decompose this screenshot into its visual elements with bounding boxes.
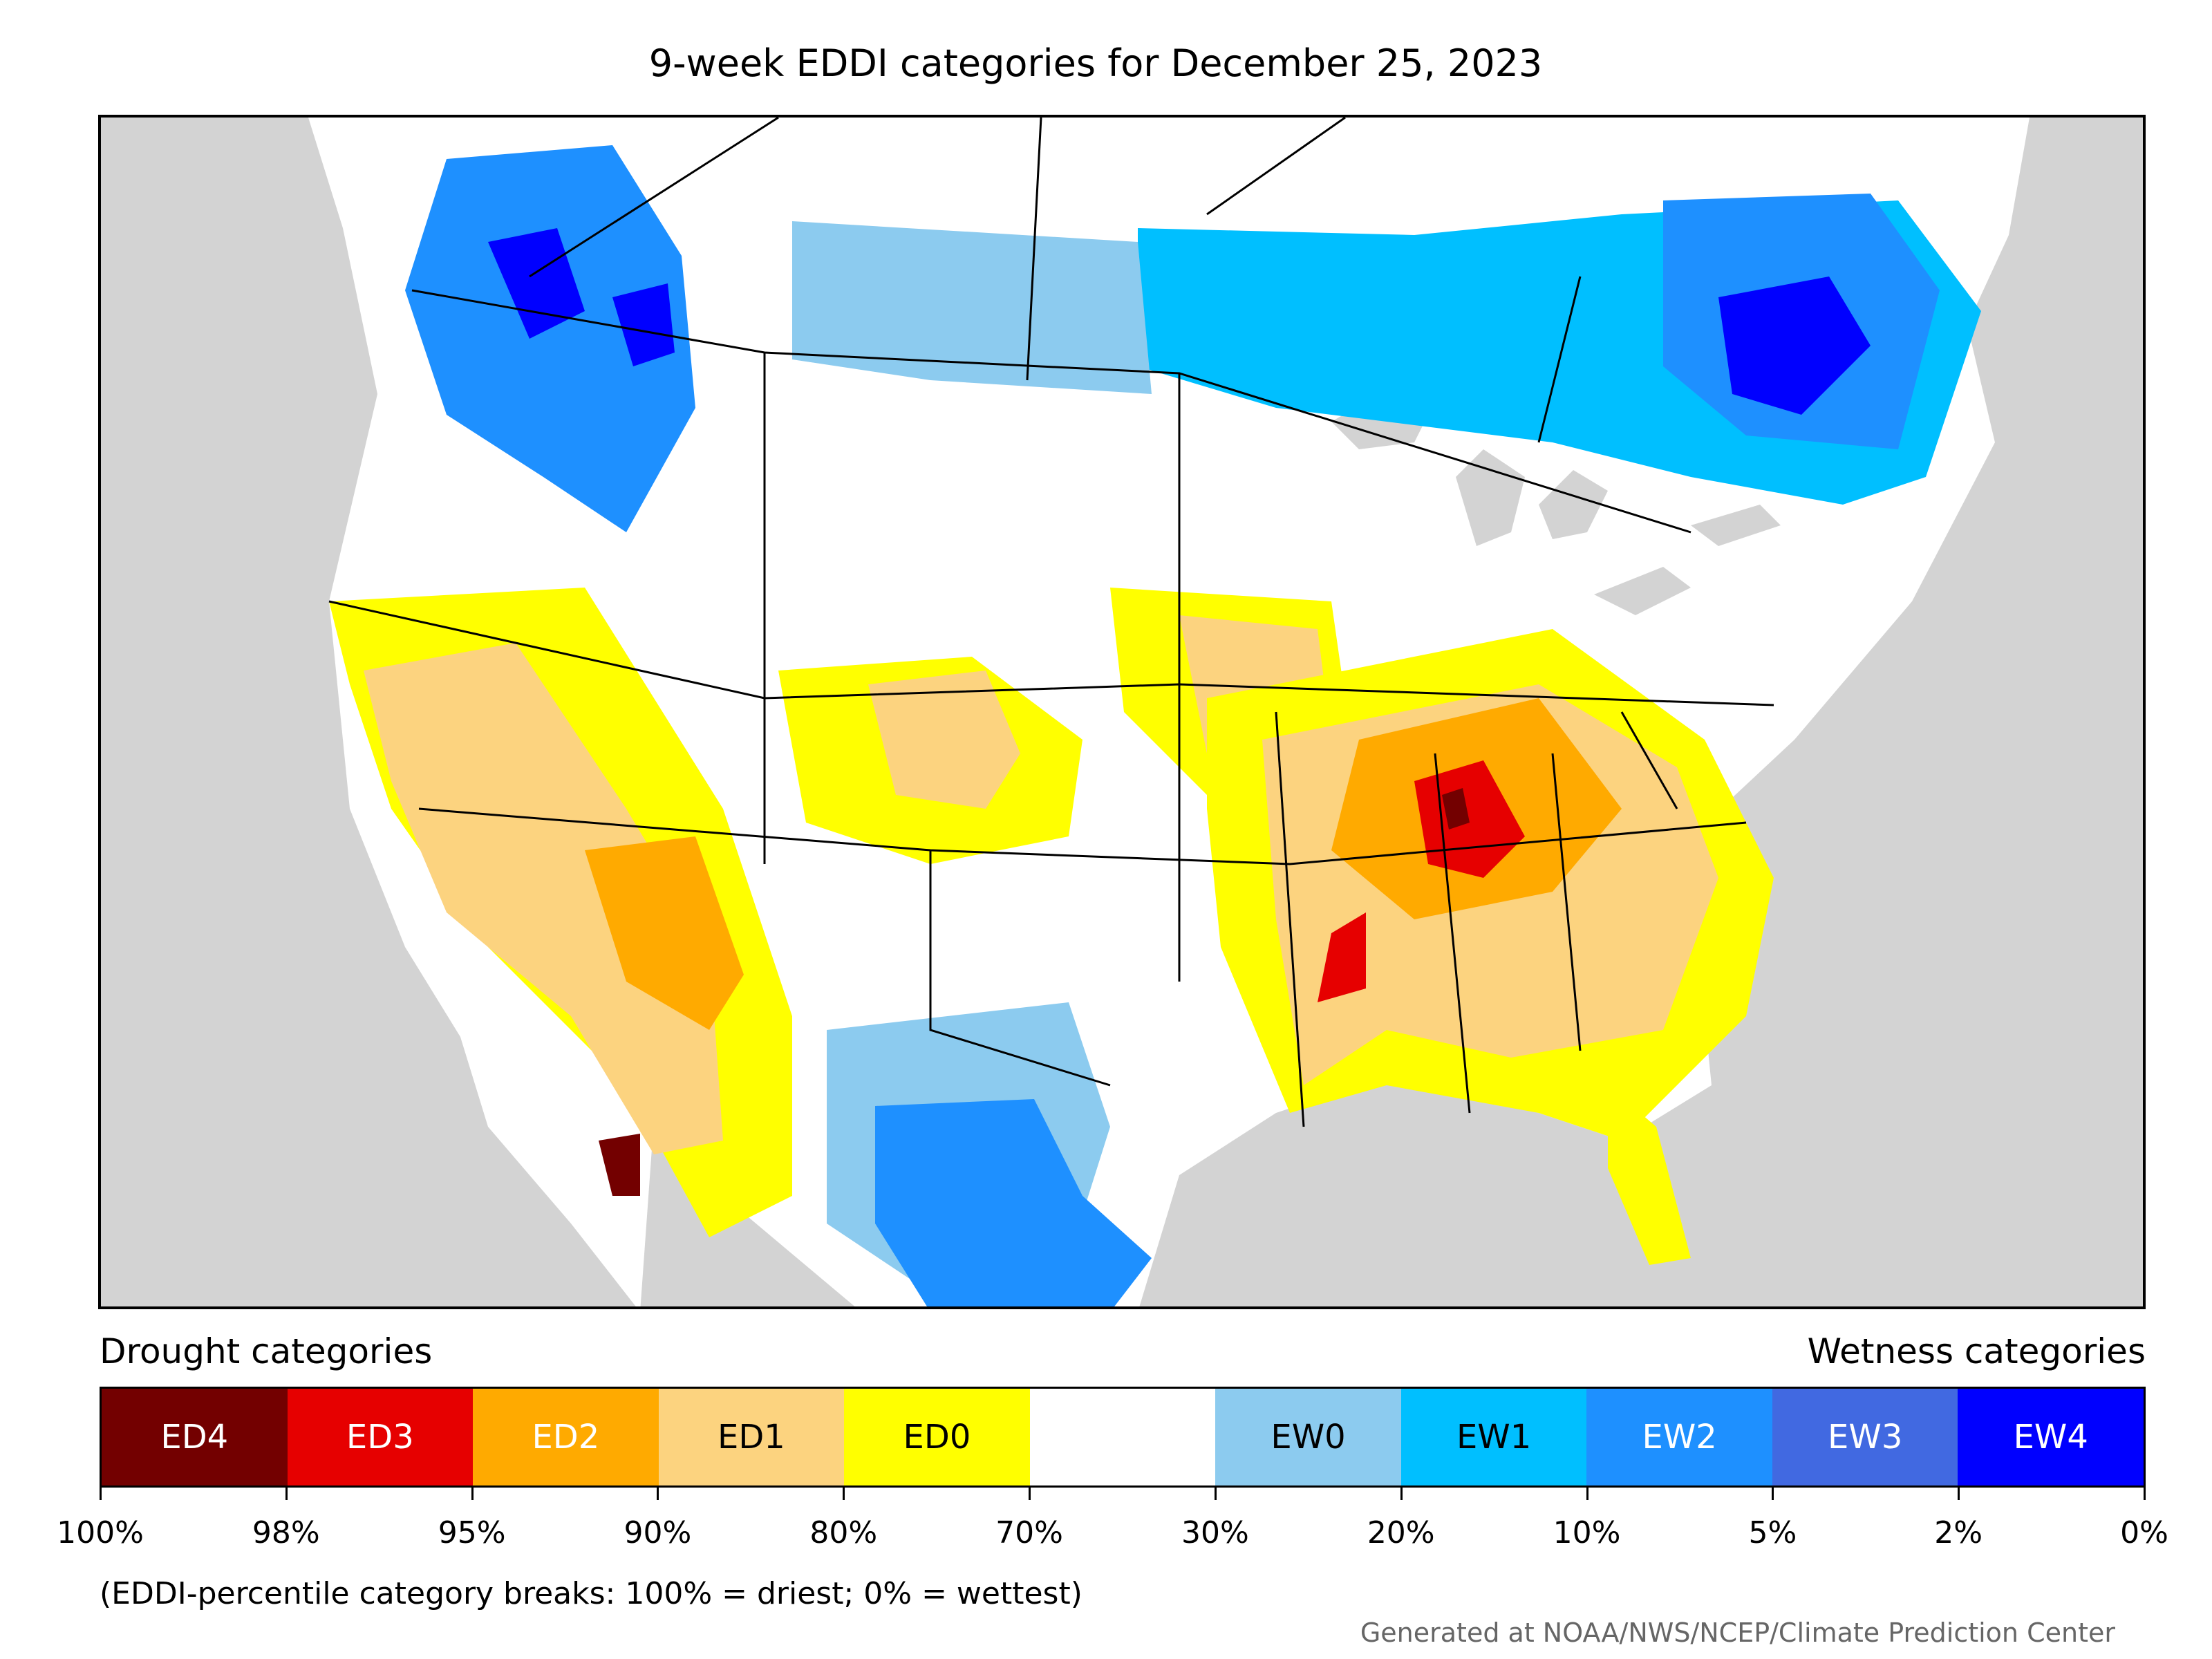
legend-tick-label: 70% bbox=[995, 1515, 1063, 1550]
legend-cell-ew3: EW3 bbox=[1772, 1389, 1958, 1485]
northwest-wet-ew2 bbox=[405, 145, 695, 532]
legend-cell-ed1: ED1 bbox=[658, 1389, 845, 1485]
legend-tick-label: 5% bbox=[1748, 1515, 1797, 1550]
texas-wet-ew2 bbox=[875, 1099, 1152, 1306]
credit-line: Generated at NOAA/NWS/NCEP/Climate Predi… bbox=[1360, 1618, 2115, 1648]
legend-tick bbox=[1958, 1486, 1960, 1500]
quebec-wet-ew4 bbox=[1718, 276, 1871, 415]
legend-tick bbox=[657, 1486, 659, 1500]
legend-tick-label: 98% bbox=[252, 1515, 320, 1550]
legend-tick bbox=[1772, 1486, 1774, 1500]
legend-tick bbox=[843, 1486, 845, 1500]
page-title: 9-week EDDI categories for December 25, … bbox=[648, 41, 1543, 85]
legend-tick-label: 80% bbox=[809, 1515, 878, 1550]
florida-ed0 bbox=[1608, 1085, 1691, 1265]
legend-tick-label: 90% bbox=[624, 1515, 692, 1550]
legend-tick-label: 10% bbox=[1553, 1515, 1621, 1550]
legend-tick-label: 0% bbox=[2120, 1515, 2168, 1550]
legend-cell-ew4: EW4 bbox=[1958, 1389, 2144, 1485]
california-ed1 bbox=[364, 643, 723, 1154]
state-borders bbox=[328, 118, 1774, 1127]
legend-tick bbox=[471, 1486, 474, 1500]
legend-tick bbox=[1400, 1486, 1403, 1500]
prairie-wet-ew0 bbox=[792, 221, 1152, 394]
great-lakes bbox=[1331, 394, 1781, 615]
map-frame bbox=[98, 115, 2146, 1309]
legend-tick bbox=[1586, 1486, 1588, 1500]
legend-tick-label: 2% bbox=[1934, 1515, 1983, 1550]
conus-eddi-map bbox=[101, 118, 2030, 1306]
legend-tick-label: 20% bbox=[1367, 1515, 1435, 1550]
legend-tick bbox=[100, 1486, 102, 1500]
legend-cell-ed3: ED3 bbox=[287, 1389, 474, 1485]
kentucky-ed3 bbox=[1318, 760, 1525, 1002]
legend-cell-ew0: EW0 bbox=[1215, 1389, 1401, 1485]
northwest-wet-ew4 bbox=[488, 228, 675, 366]
category-breaks-note: (EDDI-percentile category breaks: 100% =… bbox=[100, 1576, 1082, 1611]
legend-tick bbox=[1029, 1486, 1031, 1500]
drought-categories-heading: Drought categories bbox=[100, 1331, 433, 1371]
legend-cell-ed0: ED0 bbox=[844, 1389, 1030, 1485]
legend-cell-ew2: EW2 bbox=[1586, 1389, 1772, 1485]
legend-tick-label: 95% bbox=[438, 1515, 506, 1550]
legend-cell-neutral bbox=[1029, 1389, 1216, 1485]
indiana-ed4 bbox=[1442, 788, 1470, 830]
category-legend: ED4 ED3 ED2 ED1 ED0 EW0 EW1 EW2 EW3 EW4 bbox=[100, 1387, 2146, 1488]
legend-tick-label: 100% bbox=[57, 1515, 144, 1550]
legend-cell-ew1: EW1 bbox=[1400, 1389, 1587, 1485]
legend-tick bbox=[1214, 1486, 1217, 1500]
legend-cell-ed4: ED4 bbox=[102, 1389, 288, 1485]
arizona-ed2 bbox=[585, 836, 744, 1030]
legend-tick bbox=[285, 1486, 288, 1500]
colorado-ed1 bbox=[868, 615, 1331, 809]
wetness-categories-heading: Wetness categories bbox=[1807, 1331, 2146, 1371]
legend-tick bbox=[2144, 1486, 2146, 1500]
sonora-ed4 bbox=[599, 1134, 640, 1196]
legend-cell-ed2: ED2 bbox=[473, 1389, 659, 1485]
legend-tick-label: 30% bbox=[1181, 1515, 1249, 1550]
